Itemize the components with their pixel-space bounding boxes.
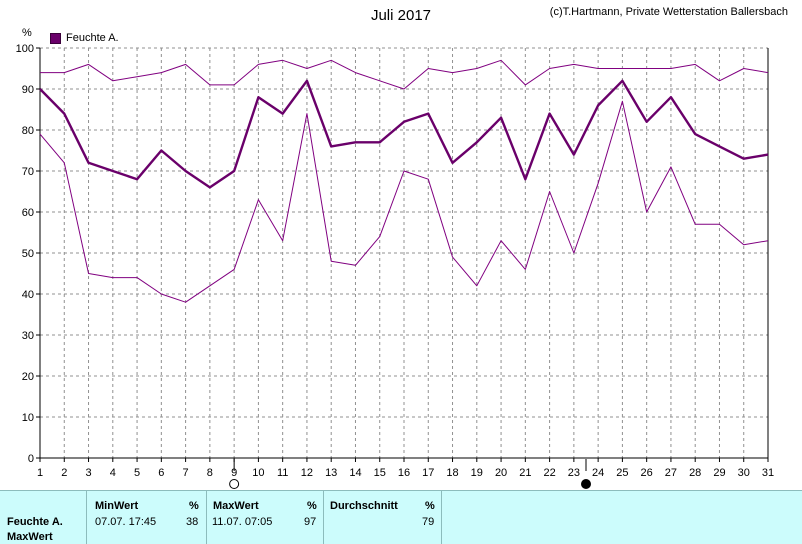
x-tick-label: 8 [207, 467, 213, 479]
x-tick-label: 28 [689, 467, 701, 479]
y-tick-label: 40 [22, 289, 34, 301]
max-value: 97 [304, 516, 317, 528]
y-tick-label: 10 [22, 412, 34, 424]
panel-divider [206, 491, 207, 544]
x-tick-label: 11 [277, 467, 288, 479]
x-tick-label: 25 [616, 467, 628, 479]
x-tick-label: 20 [495, 467, 507, 479]
y-tick-label: 100 [16, 43, 34, 55]
series-line-max [40, 59, 769, 90]
panel-divider [86, 491, 87, 544]
x-tick-label: 17 [422, 467, 434, 479]
x-tick-label: 4 [110, 467, 116, 479]
x-tick-label: 6 [158, 467, 164, 479]
x-tick-label: 30 [738, 467, 750, 479]
x-tick-label: 27 [665, 467, 677, 479]
max-unit: % [307, 500, 317, 512]
new-moon-icon [581, 479, 591, 489]
x-tick-label: 7 [183, 467, 189, 479]
stats-panel: MinWert % MaxWert % Durchschnitt % Feuch… [0, 490, 802, 544]
avg-unit: % [425, 500, 435, 512]
y-tick-label: 90 [22, 84, 34, 96]
y-tick-label: 20 [22, 371, 34, 383]
x-tick-label: 26 [641, 467, 653, 479]
legend-label: Feuchte A. [66, 32, 119, 44]
x-tick-label: 12 [301, 467, 313, 479]
panel-divider [323, 491, 324, 544]
x-tick-label: 29 [713, 467, 725, 479]
avg-value: 79 [422, 516, 435, 528]
y-tick-label: 50 [22, 248, 34, 260]
x-tick-label: 3 [85, 467, 91, 479]
chart-title: Juli 2017 [370, 7, 432, 24]
series-line-min [39, 100, 769, 303]
x-tick-label: 13 [325, 467, 337, 479]
row-label: Feuchte A. [7, 516, 63, 528]
x-tick-label: 10 [252, 467, 264, 479]
y-tick-label: 70 [22, 166, 34, 178]
y-axis-unit: % [22, 27, 32, 39]
x-tick-label: 9 [231, 467, 237, 479]
min-value: 38 [186, 516, 199, 528]
x-tick-label: 16 [398, 467, 410, 479]
min-unit: % [189, 500, 199, 512]
min-header: MinWert [95, 500, 139, 512]
avg-header: Durchschnitt [330, 500, 398, 512]
max-header: MaxWert [213, 500, 259, 512]
x-tick-label: 18 [446, 467, 458, 479]
chart-credit: (c)T.Hartmann, Private Wetterstation Bal… [549, 6, 788, 18]
y-tick-label: 60 [22, 207, 34, 219]
min-timestamp: 07.07. 17:45 [95, 516, 157, 528]
x-tick-label: 14 [349, 467, 361, 479]
x-tick-label: 5 [134, 467, 140, 479]
x-tick-label: 31 [762, 467, 774, 479]
x-tick-label: 2 [61, 467, 67, 479]
x-tick-label: 21 [519, 467, 531, 479]
full-moon-icon [229, 479, 240, 489]
panel-divider [441, 491, 442, 544]
y-tick-label: 0 [28, 453, 34, 465]
max-timestamp: 11.07. 07:05 [212, 516, 273, 528]
x-tick-label: 15 [374, 467, 386, 479]
chart-legend: Feuchte A. [50, 32, 119, 44]
legend-swatch [50, 32, 61, 44]
row-label-2: MaxWert [7, 531, 53, 543]
y-tick-label: 30 [22, 330, 34, 342]
chart-area: 0 10 20 30 40 50 60 70 80 90 100 1 2 3 4 5 6 7 8 9 10 11 12 13 1… [16, 6, 788, 489]
x-tick-label: 23 [568, 467, 580, 479]
x-tick-label: 24 [592, 467, 604, 479]
y-tick-label: 80 [22, 125, 34, 137]
series-line-avg [39, 79, 769, 189]
x-tick-label: 19 [471, 467, 483, 479]
x-tick-label: 22 [543, 467, 555, 479]
x-tick-label: 1 [37, 467, 43, 479]
